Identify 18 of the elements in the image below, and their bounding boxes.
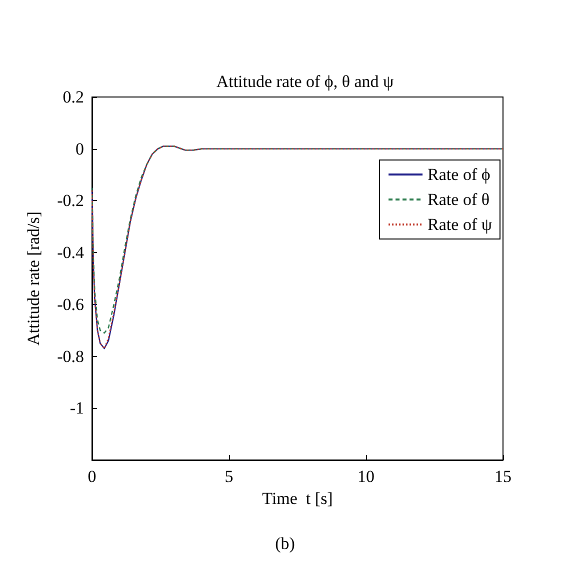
text: (b) (275, 534, 295, 553)
y-tick-label: -0.4 (57, 243, 84, 262)
y-axis-title: Attitude rate [rad/s] (24, 211, 43, 346)
chart-title: Attitude rate of ϕ, θ and ψ (216, 72, 394, 91)
y-tick-label: -0.6 (57, 294, 84, 314)
y-tick-label: -0.2 (57, 191, 84, 210)
x-tick-label: 0 (88, 467, 96, 486)
y-tick-label: -0.8 (57, 346, 84, 366)
x-axis-title: Time t [s] (262, 489, 333, 508)
y-tick-label: 0.2 (62, 88, 84, 106)
x-tick-label: 5 (224, 467, 234, 486)
x-tick-label: 15 (494, 467, 512, 486)
y-tick-label: -1 (70, 398, 84, 418)
y-tick-label: 0 (76, 139, 84, 158)
legend-label: Rate of ψ (428, 215, 492, 234)
x-tick-label: 10 (358, 467, 374, 486)
legend-label: Rate of ϕ (428, 165, 490, 184)
legend-label: Rate of θ (428, 190, 490, 209)
